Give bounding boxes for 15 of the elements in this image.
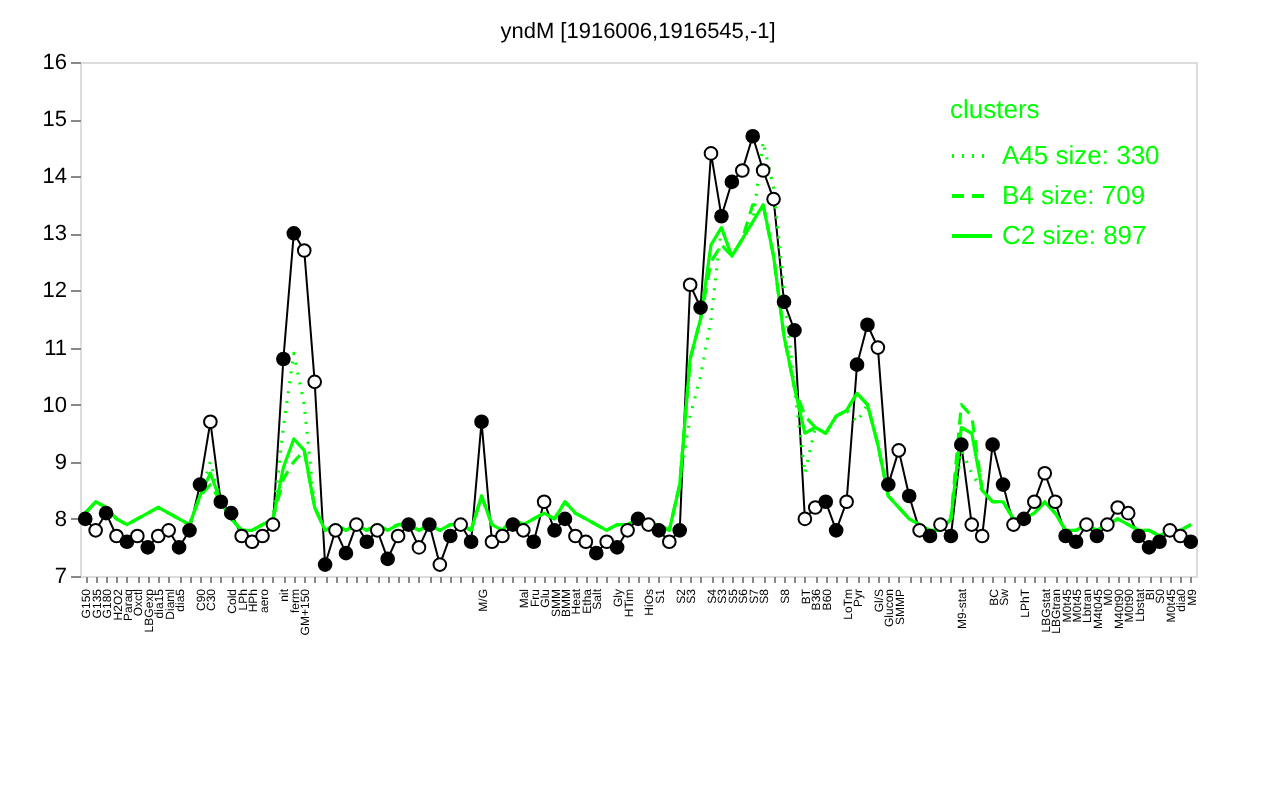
legend-title: clusters xyxy=(950,94,1041,124)
y-tick-label: 13 xyxy=(42,222,67,247)
legend-label: C2 size: 897 xyxy=(1002,220,1147,250)
y-tick-label: 10 xyxy=(42,393,67,418)
y-tick-label: 9 xyxy=(54,450,67,475)
y-tick-label: 16 xyxy=(42,51,67,75)
y-tick-label: 14 xyxy=(42,165,67,190)
chart-title: yndM [1916006,1916545,-1] xyxy=(500,20,776,44)
y-tick-label: 15 xyxy=(42,108,67,133)
legend-label: A45 size: 330 xyxy=(1002,140,1160,170)
y-tick-label: 7 xyxy=(54,565,67,589)
y-tick-label: 12 xyxy=(42,279,67,304)
legend-label: B4 size: 709 xyxy=(1002,180,1146,210)
y-tick-label: 11 xyxy=(44,336,67,361)
y-tick-label: 8 xyxy=(54,507,67,532)
